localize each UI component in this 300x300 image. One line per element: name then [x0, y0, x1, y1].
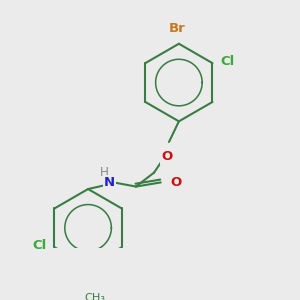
Text: CH₃: CH₃ [84, 293, 105, 300]
Text: H: H [100, 166, 109, 179]
Text: O: O [171, 176, 182, 189]
Text: Cl: Cl [221, 55, 235, 68]
Text: O: O [162, 150, 173, 163]
Text: N: N [104, 176, 115, 189]
Text: Br: Br [169, 22, 186, 35]
Text: Cl: Cl [32, 239, 46, 252]
